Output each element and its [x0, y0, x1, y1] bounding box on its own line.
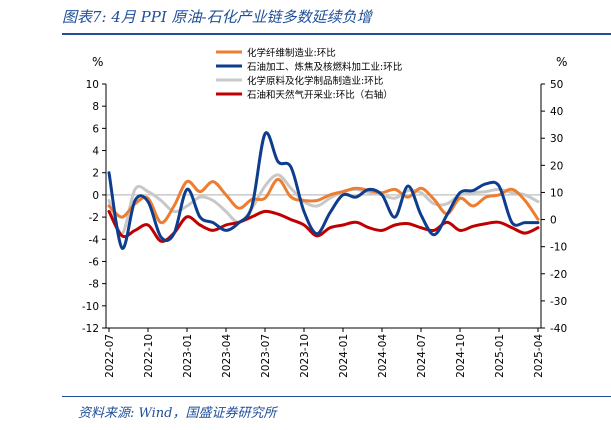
x-tick-label: 2025-01	[494, 334, 506, 378]
left-tick-label: -2	[89, 212, 99, 224]
title-rule	[62, 33, 611, 35]
series-line-fiber	[107, 177, 540, 225]
x-tick-label: 2023-10	[299, 334, 311, 378]
legend-item-fiber-label: 化学纤维制造业:环比	[247, 47, 336, 59]
x-tick-label: 2023-04	[221, 334, 233, 378]
x-tick-label: 2025-04	[533, 334, 545, 378]
right-tick-label: 50	[550, 79, 563, 91]
right-axis-unit: %	[556, 55, 567, 69]
left-tick-label: -10	[82, 301, 99, 313]
left-axis-unit: %	[92, 55, 103, 69]
series-line-oilgas	[107, 209, 540, 243]
series-line-refining	[107, 131, 540, 250]
left-tick-label: 8	[92, 101, 99, 113]
right-tick-label: -40	[550, 323, 567, 335]
left-tick-label: 0	[92, 190, 99, 202]
left-tick-label: -4	[89, 234, 100, 246]
right-tick-label: 30	[550, 133, 563, 145]
x-tick-label: 2024-01	[338, 334, 350, 378]
left-tick-label: -8	[89, 279, 99, 291]
left-tick-label: 4	[92, 146, 99, 158]
x-tick-label: 2024-04	[377, 334, 389, 378]
right-tick-label: -10	[550, 242, 567, 254]
legend-item-chemical-label: 化学原料及化学制品制造业:环比	[247, 75, 383, 87]
right-tick-label: 40	[550, 106, 563, 118]
x-tick-label: 2023-01	[182, 334, 194, 378]
left-tick-label: 6	[92, 123, 99, 135]
left-tick-label: -12	[82, 323, 99, 335]
right-tick-label: -20	[550, 269, 567, 281]
left-tick-label: 10	[86, 79, 99, 91]
right-tick-label: 10	[550, 187, 563, 199]
source-rule	[62, 396, 611, 397]
x-tick-label: 2024-07	[416, 334, 428, 378]
legend-item-oilgas-label: 石油和天然气开采业:环比（右轴）	[247, 89, 393, 101]
x-tick-label: 2022-10	[143, 334, 155, 378]
left-tick-label: -6	[89, 256, 100, 268]
x-tick-label: 2024-10	[455, 334, 467, 378]
right-tick-label: -30	[550, 296, 567, 308]
legend-item-refining-label: 石油加工、炼焦及核燃料加工业:环比	[247, 61, 402, 73]
right-tick-label: 20	[550, 160, 563, 172]
x-tick-label: 2023-07	[260, 334, 272, 378]
left-tick-label: 2	[92, 168, 99, 180]
source-note: 资料来源: Wind，国盛证券研究所	[78, 406, 277, 421]
right-tick-label: 0	[550, 215, 557, 227]
figure-title: 图表7: 4月 PPI 原油-石化产业链多数延续负增	[62, 8, 372, 26]
x-tick-label: 2022-07	[104, 334, 116, 378]
